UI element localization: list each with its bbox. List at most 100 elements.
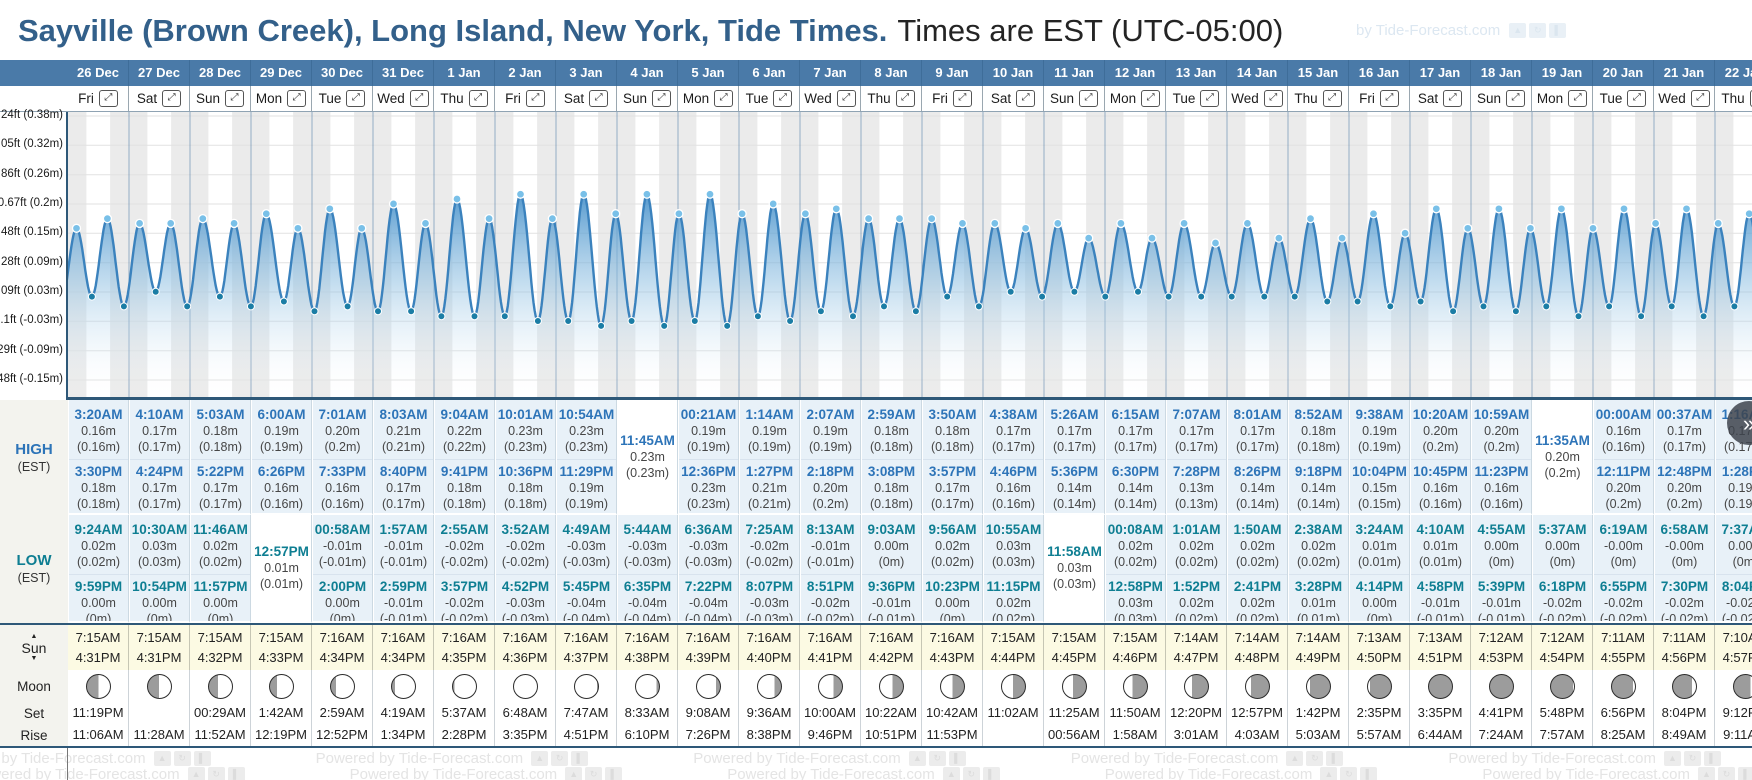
expand-day-button[interactable]: ⤢	[1627, 90, 1647, 107]
expand-day-button[interactable]: ⤢	[287, 90, 307, 107]
expand-day-button[interactable]: ⤢	[1690, 90, 1710, 107]
expand-day-button[interactable]: ⤢	[409, 90, 429, 107]
sunset-time: 4:41PM	[807, 649, 853, 665]
expand-day-button[interactable]: ⤢	[98, 90, 118, 107]
tide-height-paren: (0m)	[878, 555, 905, 569]
tide-time: 10:54AM	[558, 407, 615, 422]
tide-height-m: 0.17m	[996, 424, 1031, 438]
tide-entry: 00:58AM -0.01m (-0.01m)	[313, 518, 372, 574]
tide-entry: 00:21AM 0.19m (0.19m)	[679, 403, 738, 459]
tide-height-m: -0.03m	[689, 539, 728, 553]
expand-day-button[interactable]: ⤢	[1016, 90, 1036, 107]
moon-cell	[983, 670, 1044, 702]
sunrise-time: 7:14AM	[1173, 629, 1219, 645]
tide-chart-row: 1.24ft (0.38m) 1.05ft (0.32m) 0.86ft (0.26…	[0, 109, 1752, 400]
tide-height-paren: (0.17m)	[198, 497, 243, 511]
expand-day-button[interactable]: ⤢	[225, 90, 245, 107]
tide-height-paren: (0.02m)	[1296, 555, 1341, 569]
sunrise-time: 7:16AM	[380, 629, 426, 645]
tide-height-paren: (0.2m)	[1422, 440, 1459, 454]
expand-day-button[interactable]: ⤢	[1568, 90, 1588, 107]
weekday-cell: Thu ⤢	[434, 86, 495, 111]
tide-height-m: -0.00m	[1665, 539, 1704, 553]
expand-day-button[interactable]: ⤢	[1379, 90, 1399, 107]
moon-phase-icon	[878, 673, 904, 699]
tide-height-paren: (-0.03m)	[623, 555, 672, 569]
expand-day-button[interactable]: ⤢	[1749, 90, 1752, 107]
weekday-label: Wed	[804, 91, 832, 106]
moonset-time-cell: 10:42AM	[922, 702, 983, 724]
tide-height-m: -0.02m	[1665, 596, 1704, 610]
expand-day-button[interactable]: ⤢	[652, 90, 672, 107]
expand-day-button[interactable]: ⤢	[952, 90, 972, 107]
tide-height-paren: (0.13m)	[1174, 497, 1219, 511]
tide-height-paren: (-0.04m)	[684, 612, 733, 623]
moonset-time-cell: 5:48PM	[1532, 702, 1593, 724]
watermark-wave-icon: ▲	[565, 766, 583, 780]
tide-height-m: 0.18m	[1301, 424, 1336, 438]
weekday-label: Sat	[136, 91, 158, 106]
expand-day-button[interactable]: ⤢	[1506, 90, 1526, 107]
moonset-time-cell: 8:04PM	[1654, 702, 1715, 724]
tide-height-paren: (0.14m)	[1052, 497, 1097, 511]
expand-day-button[interactable]: ⤢	[1200, 90, 1220, 107]
sunset-time: 4:50PM	[1356, 649, 1402, 665]
tide-height-m: 0.14m	[1240, 481, 1275, 495]
expand-day-button[interactable]: ⤢	[1263, 90, 1283, 107]
moonrise-time-cell	[983, 724, 1044, 746]
tide-entry: 3:28PM 0.01m (0.01m)	[1289, 574, 1348, 621]
tide-time: 4:58PM	[1416, 579, 1465, 594]
page-footer: Powered by Tide-Forecast.com▲↻▌Powered b…	[0, 748, 1752, 780]
page-title: Sayville (Brown Creek), Long Island, New…	[0, 0, 1752, 48]
tide-low-cell: 7:25AM -0.02m (-0.02m) 8:07PM -0.03m (-0.03m)	[739, 515, 800, 623]
tide-entry: 7:22PM -0.04m (-0.04m)	[679, 574, 738, 623]
high-tide-row: HIGH (EST) 3:20AM 0.16m (0.16m) 3:30PM 0.18m…	[0, 400, 1752, 515]
moonset-row-header: Set	[0, 702, 68, 724]
tide-height-paren: (0.02m)	[1174, 555, 1219, 569]
tide-time: 8:04PM	[1721, 579, 1752, 594]
tide-entry: 3:50AM 0.18m (0.18m)	[923, 403, 982, 459]
tide-entry: 11:58AM 0.03m (0.03m)	[1045, 540, 1104, 596]
moonrise-time-cell: 2:28PM	[434, 724, 495, 746]
weekday-cell: Wed ⤢	[373, 86, 434, 111]
tide-high-cell: 10:59AM 0.20m (0.2m) 11:23PM 0.16m (0.16m)	[1471, 400, 1532, 515]
expand-day-button[interactable]: ⤢	[346, 90, 366, 107]
tide-high-cell: 9:04AM 0.22m (0.22m) 9:41PM 0.18m (0.18m)	[434, 400, 495, 515]
tide-entry: 11:46AM 0.02m (0.02m)	[191, 518, 250, 574]
tide-time: 9:59PM	[74, 579, 123, 594]
expand-day-button[interactable]: ⤢	[589, 90, 609, 107]
tide-entry: 6:19AM -0.00m (0m)	[1594, 518, 1653, 574]
tide-chart[interactable]	[68, 112, 1752, 400]
expand-day-button[interactable]: ⤢	[895, 90, 915, 107]
tide-height-m: 0.18m	[508, 481, 543, 495]
expand-day-button[interactable]: ⤢	[714, 90, 734, 107]
expand-day-button[interactable]: ⤢	[1322, 90, 1342, 107]
expand-day-button[interactable]: ⤢	[1141, 90, 1161, 107]
tide-height-paren: (0.19m)	[564, 497, 609, 511]
tide-time: 4:10AM	[135, 407, 184, 422]
expand-day-button[interactable]: ⤢	[836, 90, 856, 107]
expand-day-button[interactable]: ⤢	[773, 90, 793, 107]
weekday-label: Tue	[1599, 91, 1623, 106]
expand-day-button[interactable]: ⤢	[1079, 90, 1099, 107]
tide-height-m: 0.18m	[874, 481, 909, 495]
tide-height-m: 0.19m	[264, 424, 299, 438]
tide-height-m: 0.19m	[1728, 481, 1752, 495]
tide-height-m: 0.16m	[81, 424, 116, 438]
expand-day-button[interactable]: ⤢	[468, 90, 488, 107]
weekday-label: Thu	[440, 91, 464, 106]
tide-height-m: 0.23m	[569, 424, 604, 438]
tide-entry: 9:03AM 0.00m (0m)	[862, 518, 921, 574]
page-title-location: Sayville (Brown Creek), Long Island, New…	[18, 13, 888, 48]
sun-times-cell: 7:15AM 4:44PM	[983, 625, 1044, 670]
expand-day-button[interactable]: ⤢	[162, 90, 182, 107]
date-cell: 27 Dec	[129, 60, 190, 86]
sunrise-time: 7:11AM	[1662, 629, 1706, 645]
expand-day-button[interactable]: ⤢	[525, 90, 545, 107]
weekday-label: Tue	[745, 91, 769, 106]
tide-height-paren: (-0.01m)	[806, 555, 855, 569]
tide-time: 2:41PM	[1233, 579, 1282, 594]
tide-time: 12:48PM	[1657, 464, 1712, 479]
expand-day-button[interactable]: ⤢	[1443, 90, 1463, 107]
moonset-time-cell: 10:22AM	[861, 702, 922, 724]
